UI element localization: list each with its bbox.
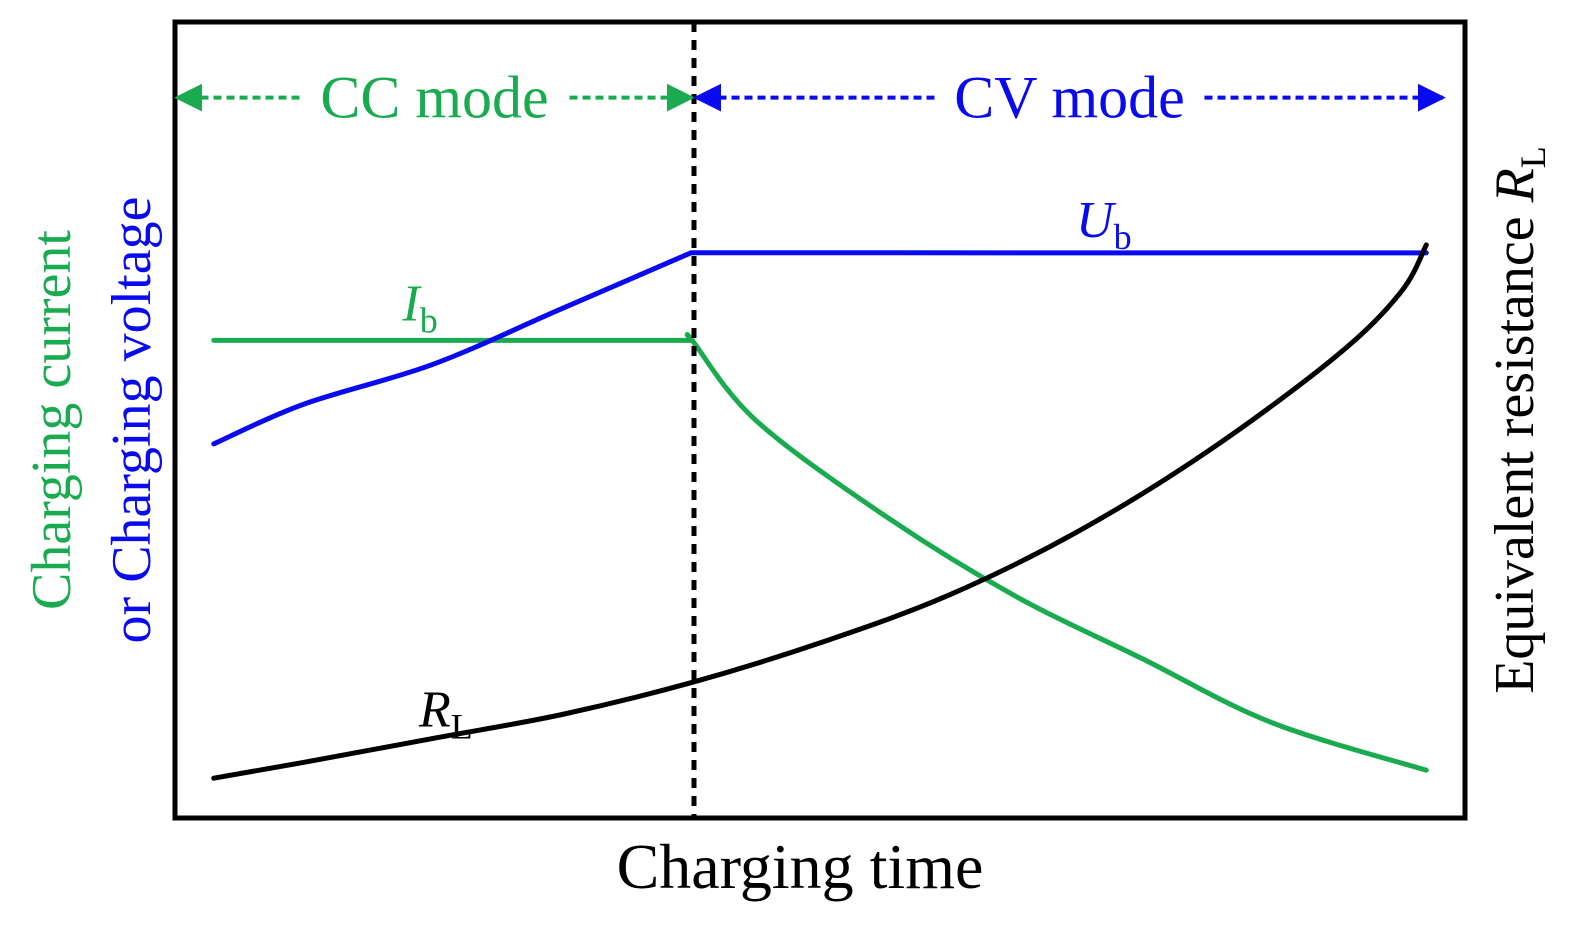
series-label-symbol: I [401, 276, 422, 333]
series-layer [211, 242, 1429, 781]
y-axis-label-left-line1: Charging current [21, 230, 83, 610]
y-axis-label-right-symbol: R [1484, 168, 1546, 203]
x-axis-label: Charging time [617, 831, 984, 902]
series-line-RL [211, 242, 1429, 781]
series-line-Ib [211, 332, 1429, 773]
region-label-0: CC mode [320, 65, 548, 131]
series-label-RL: RL [418, 681, 473, 746]
region-label-1: CV mode [954, 65, 1185, 131]
series-line-Ub [211, 250, 1429, 447]
plot-frame [172, 19, 1468, 821]
series-label-subscript: b [420, 301, 438, 341]
y-axis-label-right: Equivalent resistance RL [1484, 146, 1553, 694]
series-label-subscript: b [1114, 217, 1132, 257]
series-label-Ib: Ib [401, 276, 437, 341]
series-label-symbol: U [1076, 192, 1117, 249]
series-label-subscript: L [451, 706, 473, 746]
series-label-symbol: R [418, 681, 451, 738]
y-axis-label-right-text: Equivalent resistance [1484, 216, 1546, 693]
y-axis-label-left-line2: or Charging voltage [101, 197, 163, 644]
series-label-Ub: Ub [1076, 192, 1132, 257]
y-axis-label-right-subscript: L [1513, 146, 1553, 168]
